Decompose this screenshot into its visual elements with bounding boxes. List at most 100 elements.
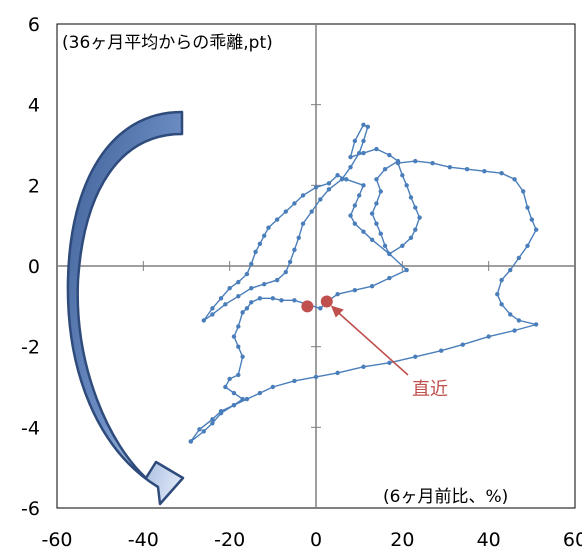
x-tick-label: 40 [477, 529, 501, 551]
x-tick-label: -20 [214, 529, 245, 551]
series-point [365, 124, 370, 130]
series-point [244, 306, 250, 311]
series-point [335, 292, 340, 297]
x-tick-label: 0 [310, 529, 322, 551]
series-point [378, 231, 383, 236]
series-point [274, 277, 280, 283]
curved-trend-arrow [66, 110, 185, 506]
series-point [430, 160, 435, 166]
series-point [516, 255, 522, 261]
series-point [210, 417, 215, 422]
series-point [223, 302, 228, 307]
series-point [326, 187, 332, 192]
series-point [352, 288, 358, 293]
series-point [512, 177, 517, 182]
series-point [292, 201, 297, 206]
series-point [326, 181, 332, 186]
x-tick-label: -40 [128, 529, 159, 551]
x-axis-note: (6ヶ月前比、%) [383, 487, 508, 507]
series-point [197, 427, 202, 432]
y-tick-label: -2 [21, 337, 40, 359]
axes-layer [57, 24, 575, 508]
series-point [249, 285, 254, 291]
series-point [274, 217, 280, 222]
series-point [499, 302, 504, 307]
y-tick-label: 4 [28, 95, 40, 117]
y-axis-note: (36ヶ月平均からの乖離,pt) [62, 33, 273, 53]
series-point [249, 261, 254, 267]
series-point [508, 312, 513, 317]
series-point [352, 221, 358, 226]
series-point [257, 296, 263, 301]
y-tick-label: 0 [28, 256, 40, 278]
series-point [231, 402, 237, 408]
series-point [382, 167, 388, 172]
series-point [413, 227, 418, 232]
series-point [253, 249, 258, 255]
series-point [516, 318, 522, 323]
series-point [369, 237, 375, 242]
series-point [283, 269, 288, 275]
series-point [525, 243, 530, 249]
series-point [201, 429, 206, 434]
series-point [287, 259, 293, 265]
series-point [300, 193, 306, 198]
series-point [486, 334, 491, 339]
series-point [521, 189, 526, 194]
series-point [313, 374, 319, 380]
series-point [348, 164, 353, 170]
series-point [266, 225, 271, 230]
series-point [408, 235, 414, 240]
series-point [292, 378, 297, 384]
series-point [270, 384, 276, 390]
series-point [413, 354, 418, 359]
series-point [231, 334, 237, 339]
series-point [318, 306, 323, 311]
series-point [352, 138, 358, 144]
series-point [482, 169, 487, 174]
series-point [400, 173, 405, 178]
series-point [292, 247, 297, 253]
series-point [244, 396, 250, 402]
series-point [460, 342, 465, 347]
series-point [262, 281, 267, 287]
series-point [309, 209, 314, 214]
series-point [236, 324, 241, 329]
series-point [525, 205, 530, 210]
latest-pointer-head [330, 305, 344, 318]
series-point [499, 171, 504, 176]
highlight-layer [301, 295, 409, 376]
series-point [533, 322, 539, 327]
series-point [374, 146, 379, 152]
series-point [257, 390, 263, 396]
series-point [404, 183, 409, 188]
series-point [348, 213, 353, 218]
series-point [244, 271, 250, 277]
series-point [236, 294, 241, 299]
series-point [236, 372, 241, 378]
series-point [279, 298, 284, 303]
series-point [387, 152, 392, 158]
series-point [249, 300, 254, 305]
latest-point [301, 300, 314, 313]
series-point [210, 312, 215, 317]
x-tick-label: 20 [390, 529, 414, 551]
series-point [339, 177, 345, 182]
y-tick-label: -4 [21, 417, 40, 439]
series-point [374, 201, 379, 206]
series-point [218, 409, 224, 414]
series-point [218, 296, 224, 301]
series-point [499, 277, 504, 283]
series-point [400, 243, 405, 249]
latest-pointer-line [334, 308, 409, 376]
series-point [387, 251, 392, 257]
series-point [374, 221, 379, 226]
series-point [369, 283, 375, 289]
series-point [292, 298, 297, 303]
series-point [361, 229, 366, 234]
series-point [240, 310, 245, 315]
series-point [447, 164, 453, 170]
series-point [464, 167, 470, 172]
